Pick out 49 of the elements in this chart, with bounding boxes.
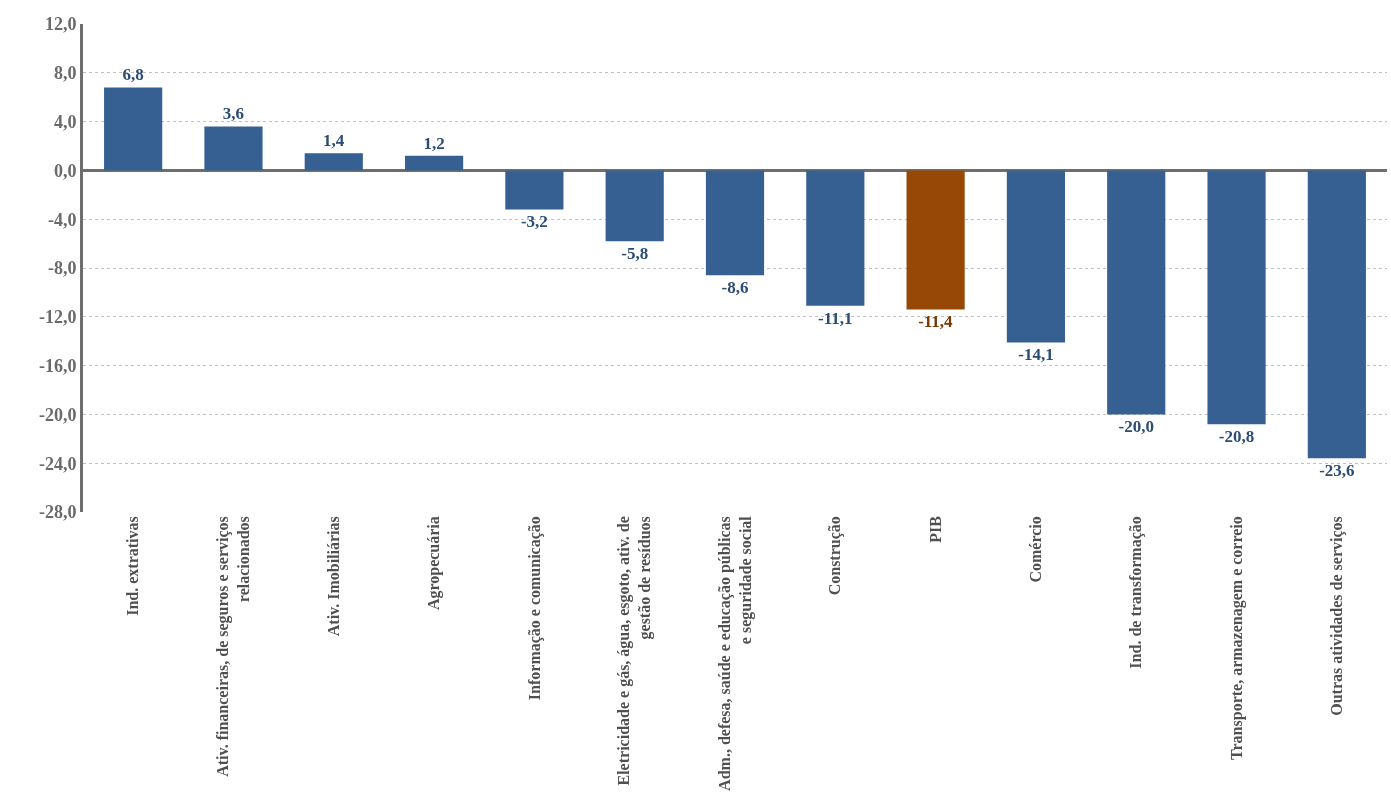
y-tick-label: 8,0 bbox=[53, 63, 77, 84]
data-label: 1,4 bbox=[322, 131, 345, 151]
bar bbox=[204, 126, 263, 171]
bar bbox=[605, 170, 664, 242]
y-tick-label: -12,0 bbox=[38, 307, 77, 328]
bar bbox=[1006, 170, 1066, 343]
y-tick-label: -28,0 bbox=[38, 502, 77, 523]
x-tick-label: Transporte, armazenagem e correio bbox=[1227, 516, 1246, 760]
y-tick-label: 12,0 bbox=[44, 14, 77, 35]
x-tick-label: Construção bbox=[826, 516, 845, 596]
data-label: -20,8 bbox=[1218, 427, 1255, 447]
x-tick-label: Agropecuária bbox=[425, 516, 444, 611]
data-label: -3,2 bbox=[520, 212, 548, 232]
data-label: -11,1 bbox=[818, 308, 853, 328]
data-label: -11,4 bbox=[918, 312, 954, 332]
bar bbox=[304, 153, 363, 171]
x-tick-label: Eletricidade e gás, água, esgoto, ativ. de gestão de resíduos bbox=[615, 516, 655, 786]
bar bbox=[806, 170, 865, 306]
y-tick-label: -4,0 bbox=[47, 209, 77, 230]
bar bbox=[104, 87, 163, 171]
bar bbox=[404, 155, 464, 171]
y-tick-label: 4,0 bbox=[53, 111, 77, 132]
x-tick-label: Ind. extrativas bbox=[124, 516, 142, 616]
data-label: -14,1 bbox=[1018, 345, 1054, 365]
data-label: 3,6 bbox=[222, 104, 245, 124]
bar bbox=[705, 170, 765, 276]
bar bbox=[1107, 170, 1166, 415]
bar bbox=[1307, 170, 1366, 459]
data-label: -23,6 bbox=[1319, 461, 1355, 481]
x-tick-label: Ativ. Imobiliárias bbox=[324, 516, 342, 637]
data-label: 1,2 bbox=[423, 133, 445, 153]
bar bbox=[906, 170, 965, 310]
data-label: -20,0 bbox=[1118, 417, 1154, 437]
y-tick-label: -24,0 bbox=[38, 453, 77, 474]
x-tick-label: Outras atividades de serviços bbox=[1328, 516, 1347, 716]
x-tick-label: Comércio bbox=[1027, 516, 1045, 583]
x-tick-label: Ativ. financeiras, de seguros e serviços relacionados bbox=[214, 516, 253, 777]
data-label: -5,8 bbox=[621, 244, 649, 264]
x-tick-label: Informação e comunicação bbox=[525, 516, 544, 701]
data-label: -8,6 bbox=[721, 278, 749, 298]
y-tick-label: -16,0 bbox=[38, 355, 77, 376]
y-tick-label: -20,0 bbox=[38, 404, 77, 425]
bar bbox=[505, 170, 564, 210]
bar bbox=[1207, 170, 1266, 425]
y-tick-label: -8,0 bbox=[47, 258, 77, 279]
y-tick-label: 0,0 bbox=[53, 160, 77, 181]
x-tick-label: PIB bbox=[926, 515, 944, 543]
x-tick-label: Ind. de transformação bbox=[1127, 516, 1146, 669]
data-label: 6,8 bbox=[122, 65, 144, 85]
